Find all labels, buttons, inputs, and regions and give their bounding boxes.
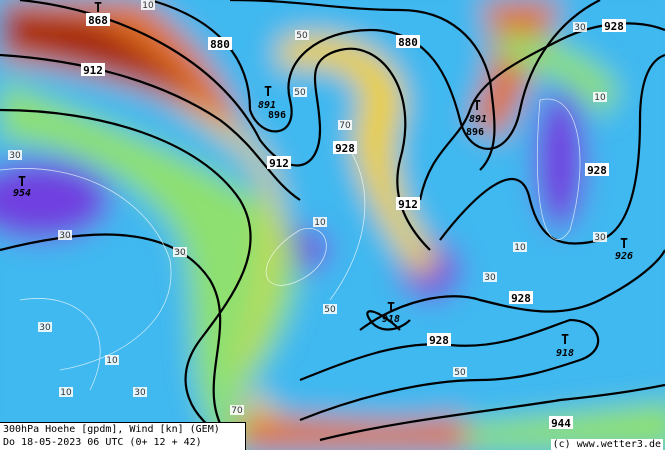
wind-speed-label: 30 <box>174 248 186 258</box>
caption-line-1: 300hPa Hoehe [gpdm], Wind [kn] (GEM) <box>3 424 220 435</box>
height-label: 896 <box>268 110 286 121</box>
height-label: 912 <box>269 157 289 170</box>
wind-speed-label: 10 <box>60 388 72 398</box>
low-pressure-marker: T <box>561 333 569 348</box>
height-label: 926 <box>615 251 633 262</box>
height-label: 944 <box>551 417 571 430</box>
height-label: 918 <box>556 348 574 359</box>
wind-speed-label: 30 <box>594 233 606 243</box>
wind-speed-label: 30 <box>484 273 496 283</box>
isotachs <box>0 98 581 391</box>
wind-speed-label: 10 <box>106 356 118 366</box>
height-label: 912 <box>398 198 418 211</box>
wind-speed-label: 50 <box>296 31 308 41</box>
wind-speed-label: 10 <box>514 243 526 253</box>
height-label: 891 <box>258 100 276 111</box>
map-caption: 300hPa Hoehe [gpdm], Wind [kn] (GEM) Do … <box>0 422 246 450</box>
low-pressure-marker: T <box>264 85 272 100</box>
height-label: 928 <box>429 334 449 347</box>
wind-speed-label: 70 <box>231 406 243 416</box>
wind-speed-label: 30 <box>9 151 21 161</box>
low-pressure-marker: T <box>94 1 102 16</box>
height-label: 928 <box>335 142 355 155</box>
height-label: 918 <box>382 314 400 325</box>
height-label: 912 <box>83 64 103 77</box>
wind-speed-label: 10 <box>594 93 606 103</box>
wind-speed-label: 10 <box>142 1 154 11</box>
height-label: 891 <box>469 114 487 125</box>
height-label: 880 <box>398 36 418 49</box>
wind-speed-label: 30 <box>574 23 586 33</box>
wind-speed-label: 50 <box>294 88 306 98</box>
low-pressure-marker: T <box>387 301 395 316</box>
wind-speed-label: 50 <box>324 305 336 315</box>
height-label: 896 <box>466 127 484 138</box>
wind-speed-label: 50 <box>454 368 466 378</box>
height-label: 928 <box>587 164 607 177</box>
height-label: 954 <box>13 188 31 199</box>
low-pressure-marker: T <box>473 99 481 114</box>
wind-speed-label: 30 <box>39 323 51 333</box>
copyright-text: (c) www.wetter3.de <box>550 439 663 450</box>
height-label: 928 <box>511 292 531 305</box>
caption-line-2: Do 18-05-2023 06 UTC (0+ 12 + 42) <box>3 437 202 448</box>
height-label: 928 <box>604 20 624 33</box>
height-label: 868 <box>88 14 108 27</box>
wind-speed-label: 30 <box>59 231 71 241</box>
low-pressure-marker: T <box>620 237 628 252</box>
wind-speed-label: 10 <box>314 218 326 228</box>
low-pressure-marker: T <box>18 175 26 190</box>
height-label: 880 <box>210 38 230 51</box>
wind-speed-label: 30 <box>134 388 146 398</box>
wind-speed-label: 70 <box>339 121 351 131</box>
